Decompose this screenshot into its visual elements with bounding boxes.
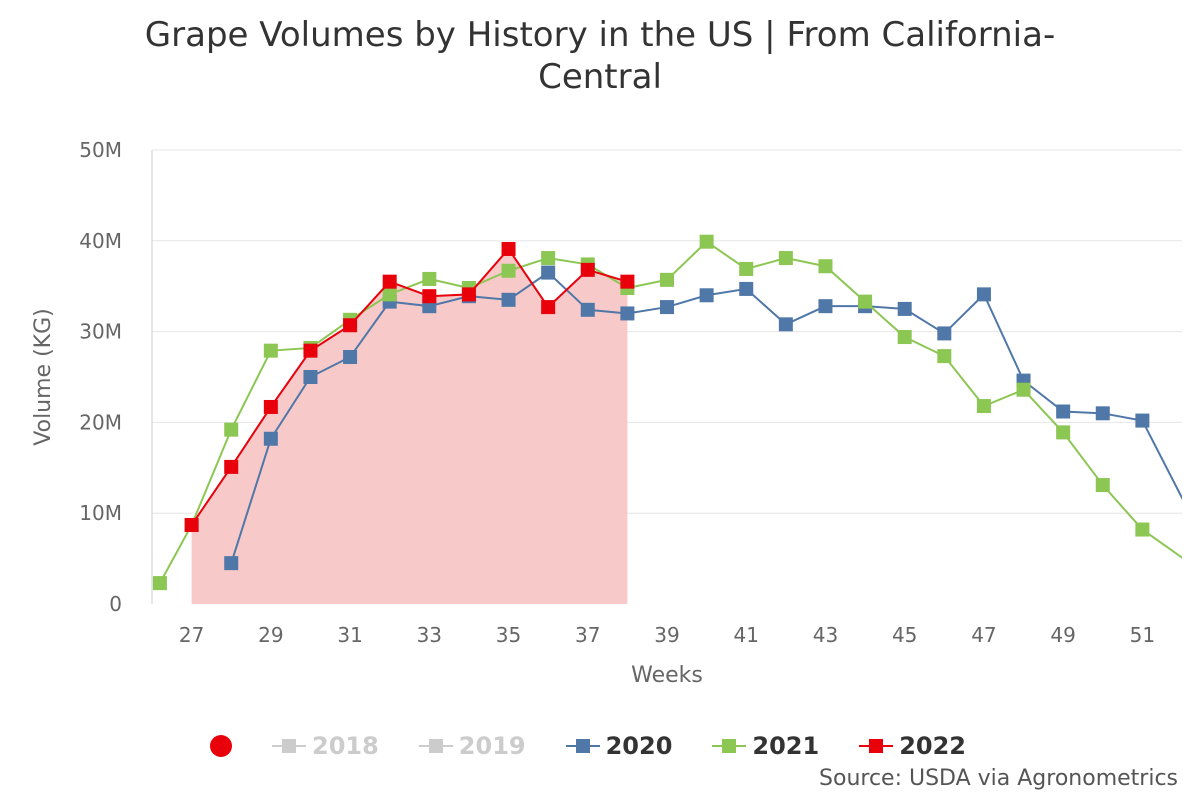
point-2022-37 [580, 262, 595, 277]
point-2020-46 [937, 326, 952, 341]
legend-symbol-2020 [565, 736, 600, 756]
point-2020-30 [303, 370, 318, 384]
point-2021-35 [501, 263, 516, 278]
area-2022 [191, 248, 628, 604]
legend-symbol-2018 [272, 736, 306, 756]
point-2022-28 [224, 459, 239, 474]
point-2021-29 [263, 343, 278, 358]
legend-item-2020[interactable]: 2020 [565, 732, 673, 760]
point-2021-49 [1056, 425, 1071, 440]
point-2021-47 [976, 399, 991, 414]
chart-title-line-2: Central [538, 57, 662, 97]
legend-label-2020: 2020 [605, 732, 673, 760]
point-2021-40 [699, 234, 714, 249]
legend-item-2019[interactable]: 2019 [418, 732, 526, 760]
x-tick-label-4: 35 [496, 623, 521, 647]
legend-label-2019: 2019 [458, 732, 526, 760]
x-tick-label-9: 45 [892, 623, 917, 647]
point-2022-32 [382, 274, 397, 289]
x-tick-label-0: 27 [179, 623, 204, 647]
legend-symbol-2021 [712, 736, 747, 756]
legend: 2018 2019 2020 2021 2022 [210, 728, 966, 764]
x-tick-label-3: 33 [417, 623, 442, 647]
point-2022-34 [461, 287, 476, 302]
point-2020-51 [1135, 413, 1150, 428]
y-tick-label-1: 10M [79, 501, 122, 525]
legend-item-2021[interactable]: 2021 [712, 732, 819, 760]
legend-label-2022: 2022 [899, 732, 966, 760]
point-2020-35 [501, 292, 516, 307]
y-tick-label-2: 20M [79, 410, 122, 434]
point-2021-33 [422, 271, 437, 286]
point-2020-43 [818, 299, 833, 314]
x-tick-label-11: 49 [1050, 623, 1075, 647]
point-2021-50 [1095, 478, 1110, 493]
x-tick-label-12: 51 [1130, 623, 1155, 647]
plot-area [152, 234, 1182, 604]
point-2021-26.2 [152, 576, 167, 591]
point-2021-45 [897, 330, 912, 345]
x-tick-label-1: 29 [258, 623, 283, 647]
source-credit: Source: USDA via Agronometrics [819, 766, 1178, 791]
point-2020-38 [620, 306, 635, 321]
point-2020-29 [263, 431, 278, 446]
point-2020-41 [739, 281, 754, 296]
x-tick-label-8: 43 [813, 623, 838, 647]
point-2020-37 [580, 302, 595, 317]
legend-symbol-2022 [859, 736, 894, 756]
point-2021-42 [778, 251, 793, 266]
y-tick-label-3: 30M [79, 320, 122, 344]
point-2020-39 [660, 300, 674, 315]
point-2022-30 [303, 343, 318, 358]
chart-title: Grape Volumes by History in the US | Fro… [0, 14, 1200, 98]
x-tick-label-7: 41 [734, 623, 759, 647]
point-2022-33 [422, 289, 437, 304]
point-2020-50 [1095, 406, 1110, 421]
point-2020-45 [897, 301, 912, 316]
legend-red-dot[interactable] [210, 735, 232, 757]
point-2021-36 [541, 251, 556, 266]
point-2020-36 [541, 265, 556, 280]
x-tick-label-6: 39 [654, 623, 679, 647]
point-2022-27 [184, 518, 199, 533]
point-2021-44 [858, 294, 873, 309]
x-tick-label-2: 31 [337, 623, 362, 647]
point-2021-32 [382, 287, 397, 302]
point-2021-41 [739, 261, 754, 276]
legend-symbol-2019 [418, 736, 453, 756]
y-tick-label-5: 50M [79, 138, 122, 162]
point-2022-38 [620, 274, 635, 289]
legend-label-2021: 2021 [752, 732, 820, 760]
legend-item-2018[interactable]: 2018 [272, 732, 379, 760]
chart-title-line-1: Grape Volumes by History in the US | Fro… [144, 15, 1056, 55]
point-2021-46 [937, 349, 952, 364]
x-tick-label-5: 37 [575, 623, 600, 647]
x-tick-label-10: 47 [971, 623, 996, 647]
point-2021-51 [1135, 522, 1150, 537]
point-2022-36 [541, 300, 556, 315]
point-2021-39 [660, 272, 674, 287]
point-2020-49 [1056, 404, 1071, 419]
y-axis-title: Volume (KG) [31, 308, 56, 445]
point-2022-31 [343, 318, 358, 333]
point-2020-47 [976, 287, 991, 302]
y-tick-label-0: 0 [109, 592, 122, 616]
point-2020-40 [699, 288, 714, 303]
point-2022-29 [263, 399, 278, 414]
point-2021-28 [224, 422, 239, 437]
point-2020-28 [224, 556, 239, 571]
point-2020-42 [778, 317, 793, 332]
legend-item-2022[interactable]: 2022 [859, 732, 966, 760]
point-2022-35 [501, 241, 516, 256]
legend-label-2018: 2018 [312, 732, 379, 760]
x-axis-title: Weeks [631, 663, 703, 688]
y-tick-label-4: 40M [79, 229, 122, 253]
point-2021-48 [1016, 382, 1031, 397]
point-2020-31 [343, 350, 358, 365]
point-2021-43 [818, 259, 833, 274]
